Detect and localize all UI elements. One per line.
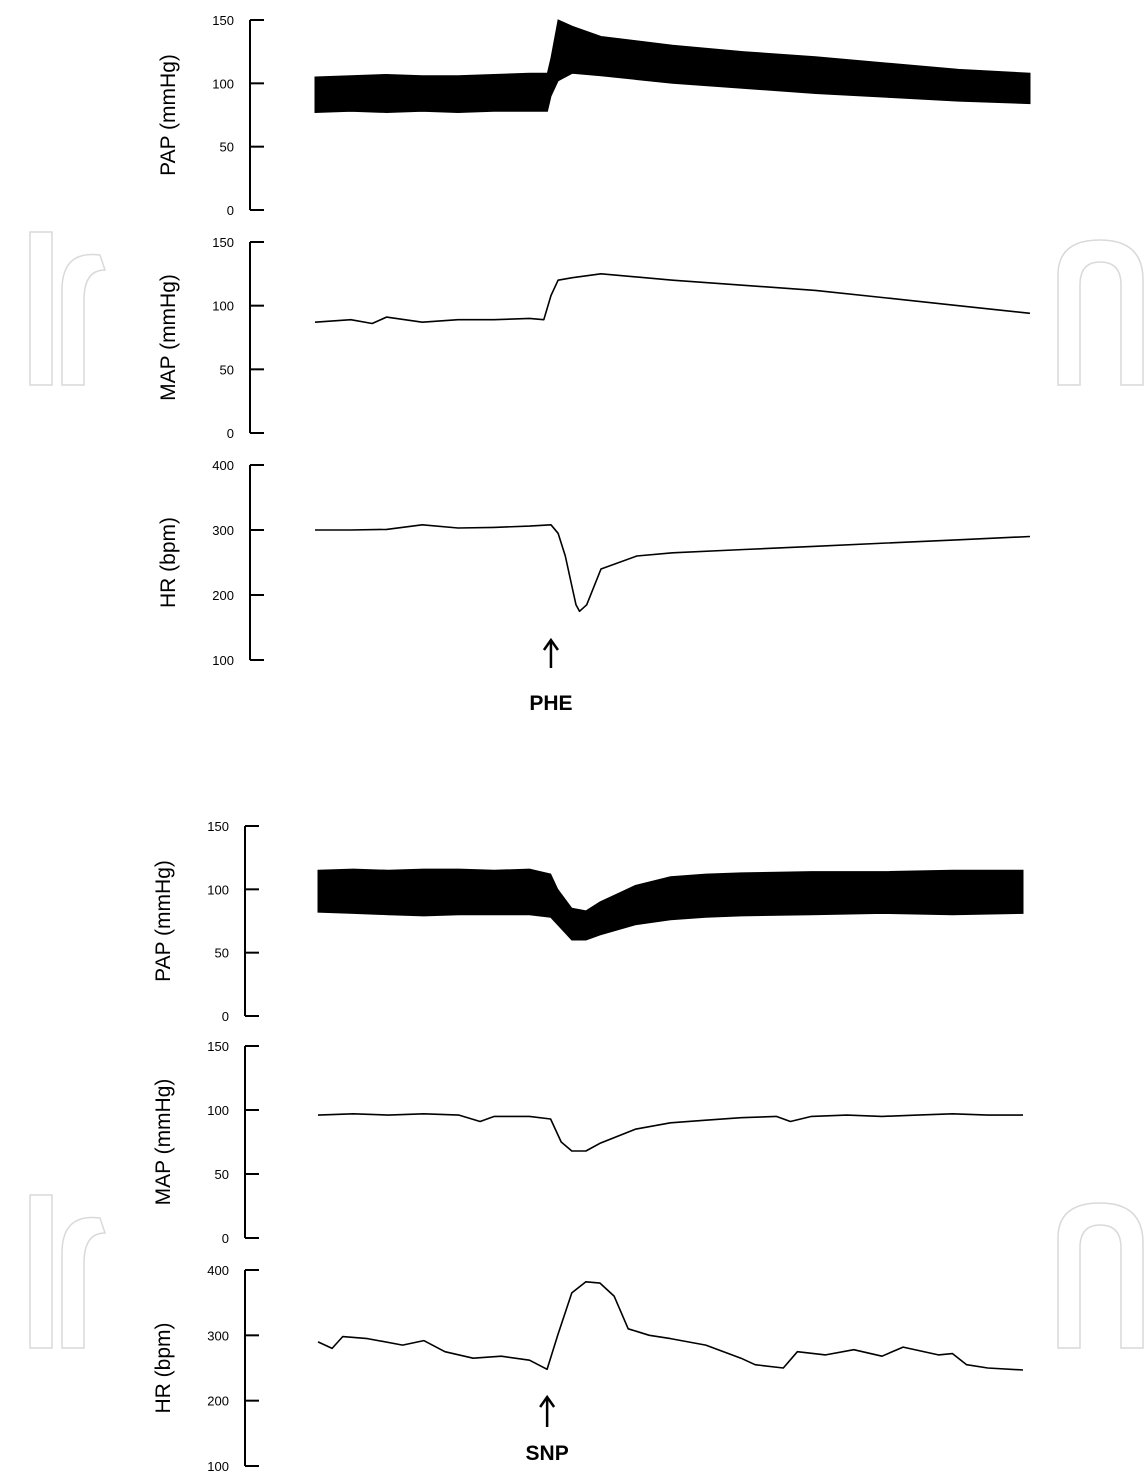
- map-axis-title: MAP (mmHg): [152, 1079, 175, 1206]
- y-tick-label: 200: [207, 1394, 229, 1409]
- hr-subplot: 100 200 300 400 HR (bpm): [157, 458, 1031, 668]
- y-tick-label: 300: [212, 523, 234, 538]
- y-tick-label: 400: [207, 1263, 229, 1278]
- y-tick-label: 0: [227, 426, 234, 441]
- y-tick-label: 100: [212, 653, 234, 668]
- y-tick-label: 150: [212, 13, 234, 28]
- pap-pulsatile-trace: [314, 19, 1031, 114]
- map-subplot: 0 50 100 150 MAP (mmHg): [157, 235, 1031, 441]
- y-tick-label: 50: [215, 946, 229, 961]
- y-tick-label: 50: [220, 140, 234, 155]
- pap-subplot: 0 50 100 150 PAP (mmHg): [157, 13, 1031, 218]
- pap-pulsatile-trace: [317, 868, 1024, 941]
- y-tick-label: 50: [220, 362, 234, 377]
- pap-subplot: 0 50 100 150 PAP (mmHg): [152, 819, 1024, 1024]
- y-tick-label: 300: [207, 1328, 229, 1343]
- y-tick-label: 200: [212, 588, 234, 603]
- hr-trace-line: [317, 1281, 1024, 1371]
- injection-marker: PHE: [529, 637, 573, 715]
- map-trace-line: [317, 1113, 1023, 1152]
- hr-subplot: 100 200 300 400 HR (bpm): [152, 1263, 1024, 1473]
- map-subplot: 0 50 100 150 MAP (mmHg): [152, 1039, 1023, 1246]
- injection-label: SNP: [526, 1442, 569, 1465]
- y-tick-label: 100: [207, 1103, 229, 1118]
- map-trace-line: [314, 273, 1031, 325]
- y-tick-label: 100: [212, 76, 234, 91]
- hr-axis-title: HR (bpm): [152, 1322, 175, 1413]
- y-tick-label: 0: [222, 1009, 229, 1024]
- y-tick-label: 100: [207, 882, 229, 897]
- y-tick-label: 150: [207, 819, 229, 834]
- y-tick-label: 50: [215, 1167, 229, 1182]
- injection-label: PHE: [529, 692, 572, 715]
- y-tick-label: 150: [212, 235, 234, 250]
- y-tick-label: 0: [222, 1231, 229, 1246]
- snp-response-panel: 0 50 100 150 PAP (mmHg) 0 50 100 150 MAP (mmHg) 10…: [152, 819, 1024, 1473]
- y-tick-label: 150: [207, 1039, 229, 1054]
- y-tick-label: 100: [212, 299, 234, 314]
- injection-marker: SNP: [526, 1394, 569, 1465]
- watermark-decoration: [29, 231, 1144, 1349]
- phe-response-panel: 0 50 100 150 PAP (mmHg) 0 50 100 150 MAP (mmHg) 10…: [157, 13, 1031, 715]
- hr-axis-title: HR (bpm): [157, 517, 180, 608]
- map-axis-title: MAP (mmHg): [157, 274, 180, 401]
- y-tick-label: 100: [207, 1459, 229, 1473]
- hr-trace-line: [315, 524, 1031, 613]
- y-tick-label: 400: [212, 458, 234, 473]
- pap-axis-title: PAP (mmHg): [157, 54, 180, 176]
- arrow-head: [542, 637, 559, 651]
- y-tick-label: 0: [227, 203, 234, 218]
- pap-axis-title: PAP (mmHg): [152, 860, 175, 982]
- arrow-head: [539, 1394, 556, 1408]
